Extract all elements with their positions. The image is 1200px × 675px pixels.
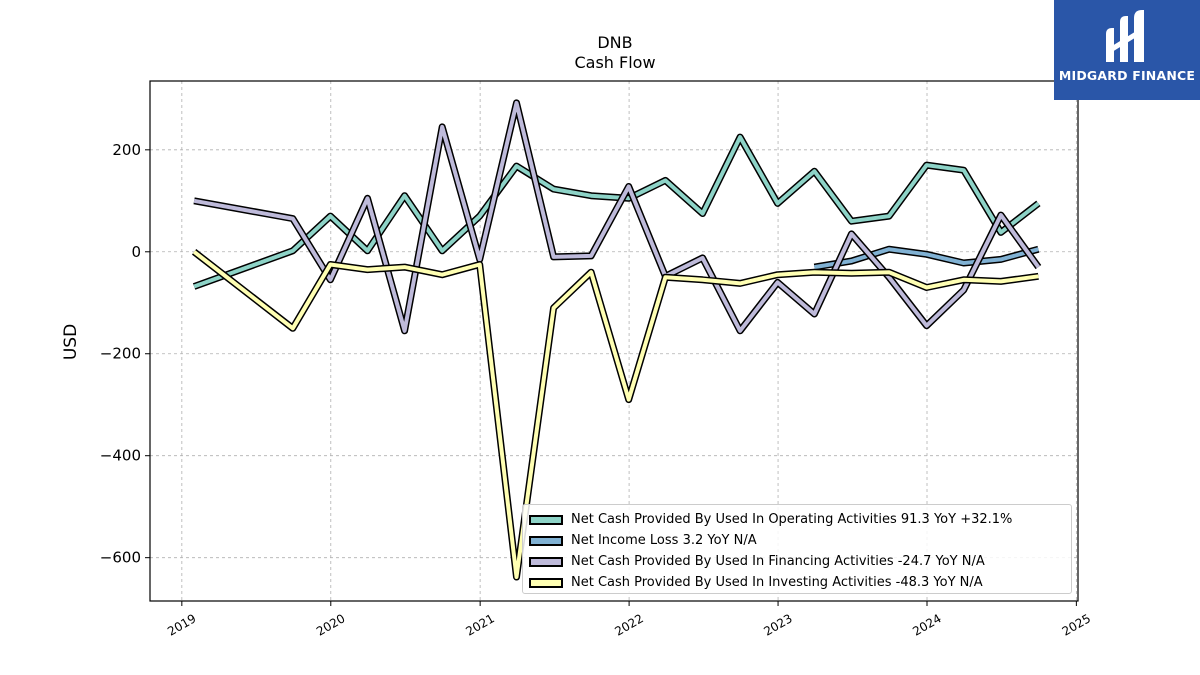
legend-item-financing: Net Cash Provided By Used In Financing A… [529,551,1071,572]
legend-swatch-investing [529,577,563,588]
legend-item-investing: Net Cash Provided By Used In Investing A… [529,572,1071,593]
y-tick-label: 200 [112,141,141,159]
y-axis-label: USD [61,324,81,360]
x-tick-label: 2022 [612,611,645,638]
series-outline-2 [193,99,1042,335]
legend-swatch-net-income [529,535,563,546]
y-tick-label: −400 [100,447,141,465]
legend-item-operating: Net Cash Provided By Used In Operating A… [529,509,1071,530]
y-tick-label: −200 [100,345,141,363]
legend-item-net-income: Net Income Loss 3.2 YoY N/A [529,530,1071,551]
x-tick-label: 2025 [1060,611,1093,638]
x-tick-label: 2023 [761,611,794,638]
legend-swatch-operating [529,514,563,525]
series-line-1 [814,247,1039,270]
legend-swatch-financing [529,556,563,567]
x-tick-label: 2020 [314,611,347,638]
series-line-2 [193,100,1041,333]
plot-frame [149,80,1079,602]
chart-title: DNB [597,33,633,52]
x-tick-label: 2019 [165,611,198,638]
legend-label-investing: Net Cash Provided By Used In Investing A… [571,575,983,590]
series-line-3 [192,250,1039,579]
brand-logo: MIDGARD FINANCE [1054,0,1200,100]
legend-label-net-income: Net Income Loss 3.2 YoY N/A [571,533,757,548]
chart-subtitle: Cash Flow [574,53,656,72]
y-tick-label: 0 [131,243,141,261]
y-tick-label: −600 [100,549,141,567]
legend-label-operating: Net Cash Provided By Used In Operating A… [571,512,1013,527]
midgard-logo-icon [1106,10,1144,62]
legend-label-financing: Net Cash Provided By Used In Financing A… [571,554,985,569]
series-lines [191,99,1042,581]
x-tick-label: 2021 [463,611,496,638]
chart-legend: Net Cash Provided By Used In Operating A… [522,504,1072,594]
x-tick-label: 2024 [910,611,943,638]
brand-name: MIDGARD FINANCE [1058,68,1196,83]
series-line-0 [193,135,1040,289]
